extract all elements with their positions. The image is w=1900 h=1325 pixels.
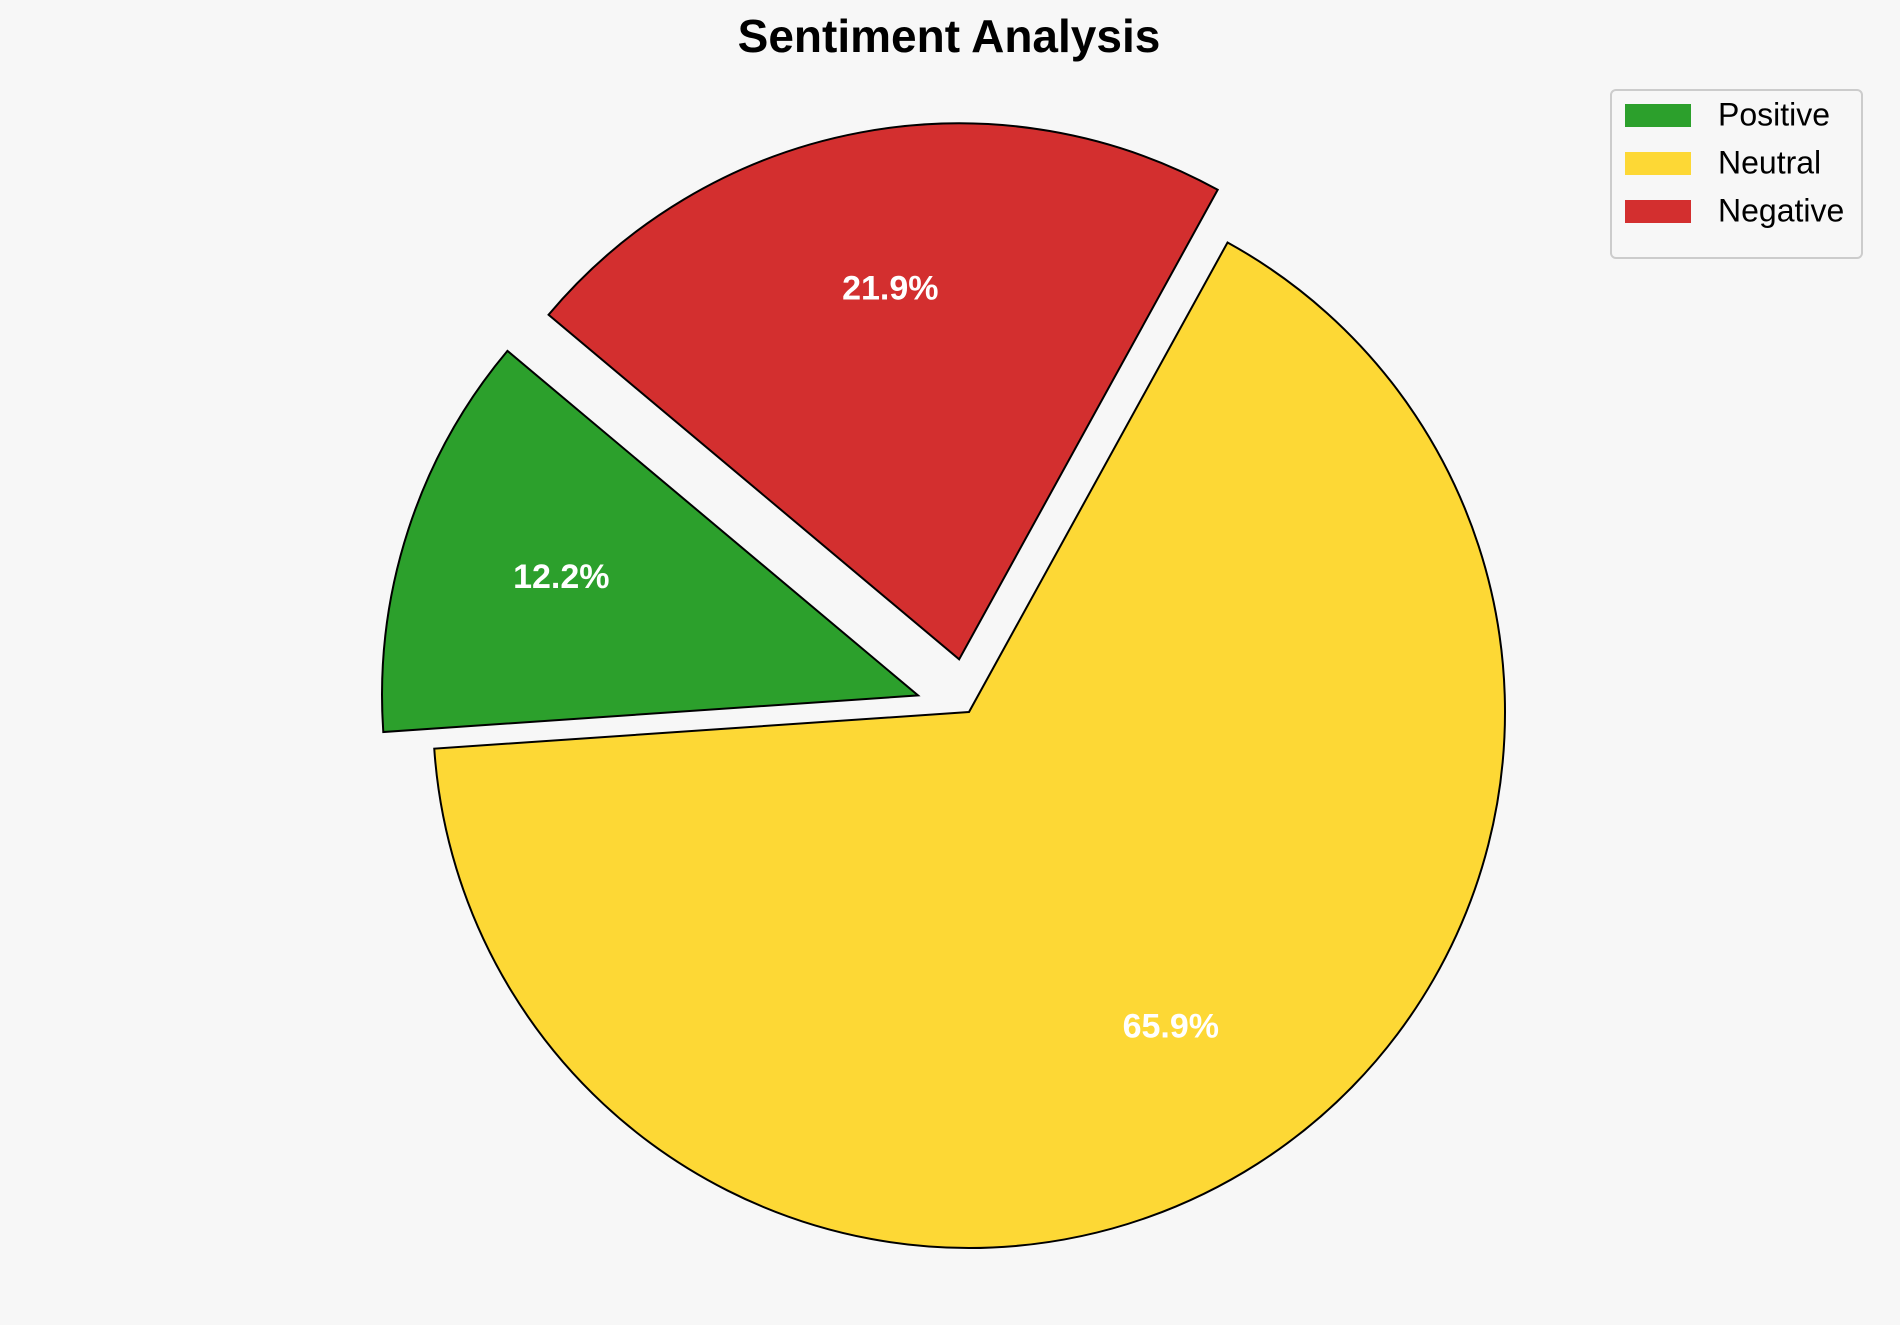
legend-label: Neutral [1718, 144, 1821, 180]
pie: 12.2% 65.9% 21.9% [381, 122, 1506, 1249]
legend-label: Negative [1718, 192, 1844, 228]
pie-wedge [547, 122, 1220, 661]
legend: Positive Neutral Negative [1610, 89, 1863, 259]
legend-swatch [1625, 152, 1691, 175]
legend-swatch [1625, 200, 1691, 223]
value-label: 12.2% [513, 558, 609, 596]
pie-wedge [381, 349, 921, 734]
chart-title: Sentiment Analysis [738, 10, 1161, 62]
value-label: 65.9% [1123, 1007, 1219, 1045]
pie-wedge [433, 241, 1506, 1249]
value-label: 21.9% [842, 269, 938, 307]
legend-swatch [1625, 104, 1691, 127]
legend-label: Positive [1718, 96, 1830, 132]
